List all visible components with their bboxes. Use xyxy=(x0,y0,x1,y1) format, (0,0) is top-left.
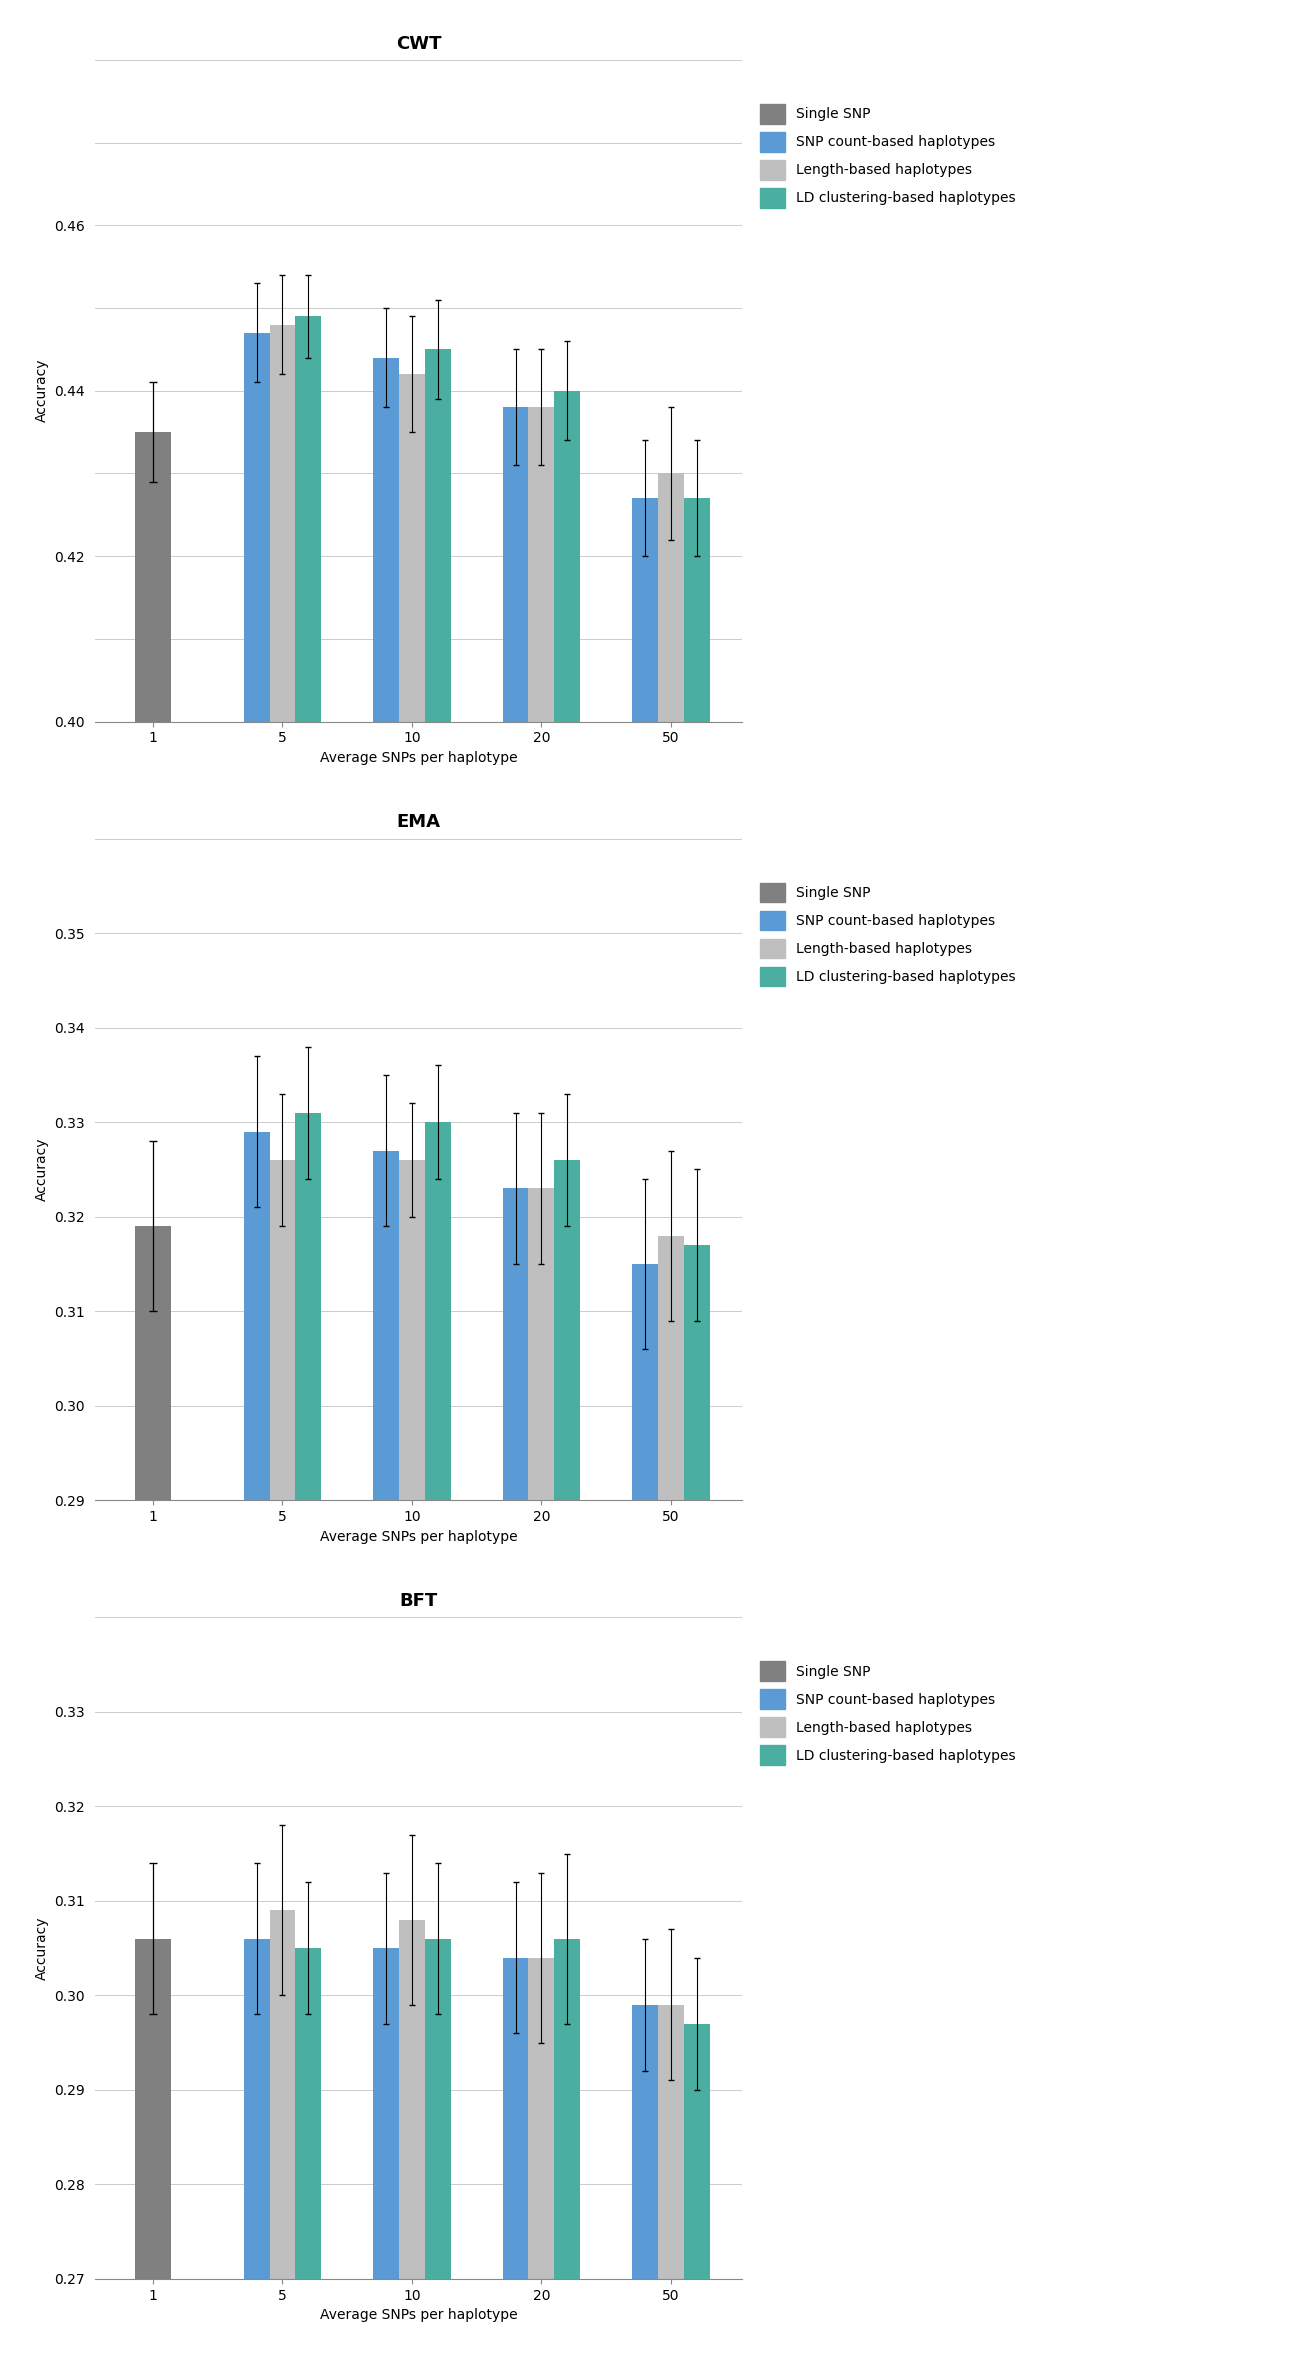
Bar xyxy=(503,1959,529,2279)
Bar xyxy=(529,408,555,721)
Bar xyxy=(424,1940,450,2279)
Bar xyxy=(270,1160,295,1501)
Bar xyxy=(684,497,710,721)
Bar xyxy=(529,1959,555,2279)
Bar xyxy=(399,375,424,721)
Bar xyxy=(399,1921,424,2279)
Bar xyxy=(503,1188,529,1501)
Bar xyxy=(424,1122,450,1501)
Bar xyxy=(270,1909,295,2279)
Bar xyxy=(244,1131,270,1501)
Y-axis label: Accuracy: Accuracy xyxy=(35,1916,49,1980)
Bar xyxy=(684,1244,710,1501)
Title: BFT: BFT xyxy=(400,1593,437,1610)
Bar xyxy=(373,1150,399,1501)
Bar xyxy=(295,1949,321,2279)
Bar xyxy=(632,1263,658,1501)
Bar xyxy=(135,1226,172,1501)
Bar xyxy=(658,474,684,721)
Bar xyxy=(135,1940,172,2279)
Bar xyxy=(424,349,450,721)
Title: CWT: CWT xyxy=(396,35,441,52)
Y-axis label: Accuracy: Accuracy xyxy=(35,1138,49,1202)
Bar xyxy=(632,497,658,721)
Bar xyxy=(373,358,399,721)
Bar xyxy=(399,1160,424,1501)
Bar xyxy=(270,325,295,721)
Bar xyxy=(555,1160,581,1501)
Title: EMA: EMA xyxy=(396,813,440,832)
Legend: Single SNP, SNP count-based haplotypes, Length-based haplotypes, LD clustering-b: Single SNP, SNP count-based haplotypes, … xyxy=(756,1657,1019,1770)
X-axis label: Average SNPs per haplotype: Average SNPs per haplotype xyxy=(320,2308,517,2322)
Bar xyxy=(684,2025,710,2279)
Bar xyxy=(555,1940,581,2279)
Bar xyxy=(632,2006,658,2279)
Legend: Single SNP, SNP count-based haplotypes, Length-based haplotypes, LD clustering-b: Single SNP, SNP count-based haplotypes, … xyxy=(756,99,1019,212)
X-axis label: Average SNPs per haplotype: Average SNPs per haplotype xyxy=(320,752,517,764)
Bar xyxy=(658,1235,684,1501)
Legend: Single SNP, SNP count-based haplotypes, Length-based haplotypes, LD clustering-b: Single SNP, SNP count-based haplotypes, … xyxy=(756,879,1019,990)
Bar xyxy=(529,1188,555,1501)
Bar xyxy=(658,2006,684,2279)
Bar xyxy=(244,332,270,721)
Y-axis label: Accuracy: Accuracy xyxy=(35,358,49,422)
Bar xyxy=(373,1949,399,2279)
Bar xyxy=(244,1940,270,2279)
Bar xyxy=(503,408,529,721)
Bar xyxy=(555,391,581,721)
Bar xyxy=(135,431,172,721)
Bar xyxy=(295,1113,321,1501)
X-axis label: Average SNPs per haplotype: Average SNPs per haplotype xyxy=(320,1530,517,1544)
Bar xyxy=(295,316,321,721)
